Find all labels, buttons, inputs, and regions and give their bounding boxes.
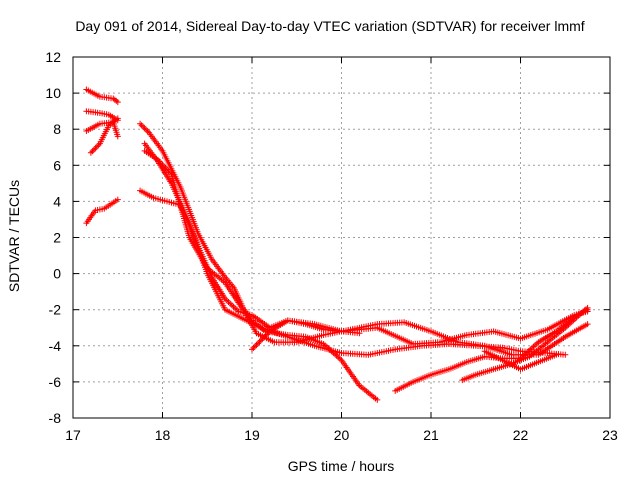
series-markers — [87, 115, 121, 156]
grid — [73, 57, 610, 418]
series-markers — [392, 306, 591, 394]
x-axis-title: GPS time / hours — [288, 458, 395, 474]
y-tick-label: -6 — [49, 374, 62, 390]
y-axis-title: SDTVAR / TECUs — [6, 180, 22, 292]
series-s6 — [137, 120, 381, 403]
y-tick-label: 12 — [45, 49, 61, 65]
x-tick-label: 19 — [244, 427, 260, 443]
x-tick-label: 17 — [65, 427, 81, 443]
series-s9 — [137, 187, 591, 347]
y-tick-label: -4 — [49, 338, 62, 354]
series-s1 — [83, 86, 121, 106]
y-tick-label: 0 — [53, 266, 61, 282]
y-tick-label: -2 — [49, 302, 62, 318]
series-s5 — [83, 196, 121, 227]
series-s13 — [481, 348, 560, 373]
series-s12 — [459, 304, 591, 384]
x-tick-label: 22 — [513, 427, 529, 443]
ticks: 17 18 19 20 21 22 23 -8 -6 -4 -2 0 2 4 6 8 10 12 — [45, 49, 618, 443]
y-tick-label: 6 — [53, 157, 61, 173]
series-markers — [249, 317, 363, 353]
y-tick-label: 4 — [53, 193, 61, 209]
series-markers — [459, 304, 591, 384]
y-tick-label: 8 — [53, 121, 61, 137]
series-markers — [83, 196, 121, 227]
series-s3 — [83, 119, 121, 140]
x-tick-label: 21 — [423, 427, 439, 443]
x-tick-label: 23 — [602, 427, 618, 443]
series-markers — [137, 120, 381, 403]
series-s4 — [87, 115, 121, 156]
series-layer — [83, 86, 591, 403]
series-markers — [481, 348, 560, 373]
x-tick-label: 18 — [155, 427, 171, 443]
series-markers — [83, 119, 121, 140]
chart-title: Day 091 of 2014, Sidereal Day-to-day VTE… — [75, 18, 584, 34]
x-tick-label: 20 — [334, 427, 350, 443]
series-s10 — [249, 317, 363, 353]
y-tick-label: 10 — [45, 85, 61, 101]
series-markers — [137, 187, 591, 347]
y-tick-label: -8 — [49, 410, 62, 426]
series-markers — [83, 86, 121, 106]
y-tick-label: 2 — [53, 230, 61, 246]
